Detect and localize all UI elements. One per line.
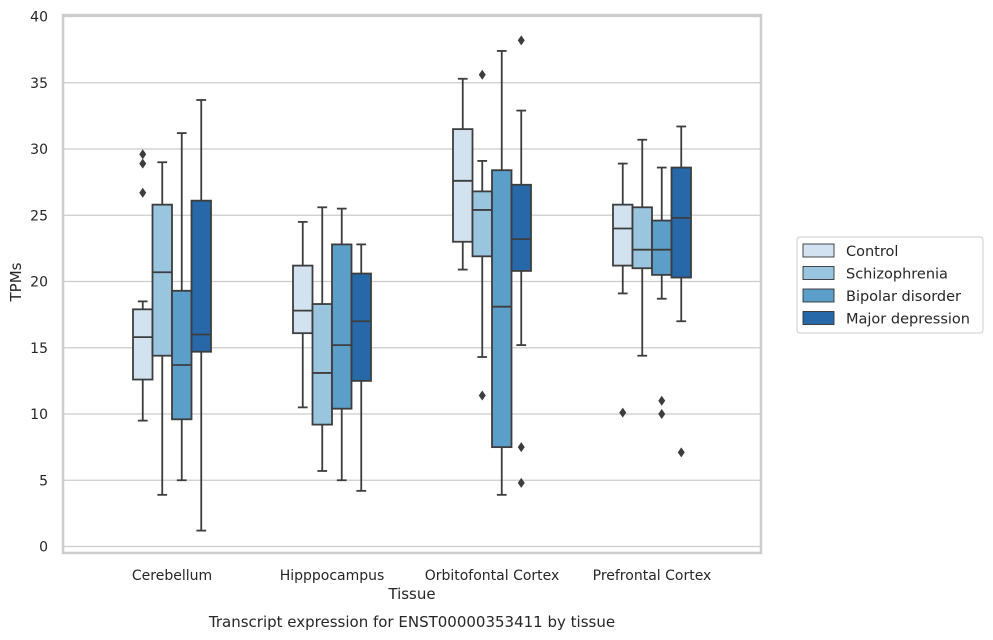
legend: Control Schizophrenia Bipolar disorder Majo…: [796, 236, 984, 334]
box-bipolar-disorder: [651, 166, 673, 419]
iqr-box: [350, 272, 372, 382]
x-tick-label: Cerebellum: [132, 568, 212, 584]
y-axis-label: TPMs: [7, 262, 25, 302]
x-tick-label: Prefrontal Cortex: [593, 568, 712, 584]
legend-label: Schizophrenia: [846, 267, 948, 283]
y-tick-label: 35: [30, 76, 48, 92]
box-schizophrenia: [151, 161, 173, 496]
box-control: [132, 149, 154, 422]
y-tick-label: 20: [30, 275, 48, 291]
x-axis-ticks: Cerebellum Hipppocampus Orbitofontal Corte…: [132, 568, 711, 584]
outlier-point: [658, 395, 666, 406]
y-tick-label: 10: [30, 407, 48, 423]
outlier-point: [619, 407, 627, 418]
iqr-box: [151, 203, 173, 357]
box-bipolar-disorder: [171, 132, 193, 482]
box-schizophrenia: [471, 69, 493, 401]
outlier-point: [478, 69, 486, 80]
y-tick-label: 5: [39, 473, 48, 489]
box-bipolar-disorder: [491, 50, 513, 496]
iqr-box: [452, 128, 474, 243]
iqr-box: [311, 303, 333, 426]
iqr-box: [651, 219, 673, 276]
legend-swatch: [802, 288, 835, 303]
y-tick-label: 0: [39, 540, 48, 556]
iqr-box: [612, 203, 634, 267]
legend-swatch: [802, 311, 835, 325]
outlier-point: [517, 477, 525, 488]
chart-caption: Transcript expression for ENST0000035341…: [208, 613, 615, 631]
iqr-box: [670, 166, 692, 279]
box-schizophrenia: [631, 138, 653, 357]
legend-label: Bipolar disorder: [846, 289, 961, 305]
outlier-point: [139, 149, 147, 160]
x-axis-label: Tissue: [387, 585, 435, 603]
legend-swatch: [802, 243, 835, 258]
legend-label: Control: [846, 244, 898, 260]
outlier-point: [517, 442, 525, 453]
y-tick-label: 15: [30, 341, 48, 357]
iqr-box: [292, 264, 314, 335]
iqr-box: [471, 190, 493, 258]
outlier-point: [677, 447, 685, 458]
box-major-depression: [670, 125, 692, 458]
iqr-box: [510, 183, 532, 272]
x-tick-label: Hipppocampus: [280, 568, 385, 584]
legend-label: Major depression: [846, 312, 970, 328]
y-tick-label: 40: [30, 10, 48, 26]
box-control: [292, 220, 314, 409]
box-major-depression: [350, 243, 372, 492]
box-major-depression: [510, 35, 532, 488]
iqr-box: [631, 206, 653, 270]
iqr-box: [171, 289, 193, 421]
outlier-point: [139, 187, 147, 198]
box-control: [612, 162, 634, 418]
y-tick-label: 25: [30, 208, 48, 224]
box-schizophrenia: [311, 206, 333, 472]
x-tick-label: Orbitofontal Cortex: [425, 568, 560, 584]
iqr-box: [331, 243, 353, 410]
y-tick-label: 30: [30, 142, 48, 158]
iqr-box: [491, 169, 513, 449]
plot-area-frame: [61, 13, 763, 555]
outlier-point: [658, 409, 666, 419]
iqr-box: [132, 308, 154, 381]
box-major-depression: [190, 99, 212, 532]
legend-frame: [796, 236, 984, 334]
legend-swatch: [802, 266, 835, 280]
legend-items: Control Schizophrenia Bipolar disorder Majo…: [802, 243, 970, 328]
box-bipolar-disorder: [331, 207, 353, 482]
iqr-box: [190, 199, 212, 353]
outlier-point: [139, 158, 147, 169]
outlier-point: [517, 35, 525, 46]
boxes: [132, 35, 692, 532]
box-control: [452, 77, 474, 271]
y-axis-ticks: 0 5 10 15 20 25 30 35 40: [30, 10, 48, 556]
outlier-point: [478, 390, 486, 401]
